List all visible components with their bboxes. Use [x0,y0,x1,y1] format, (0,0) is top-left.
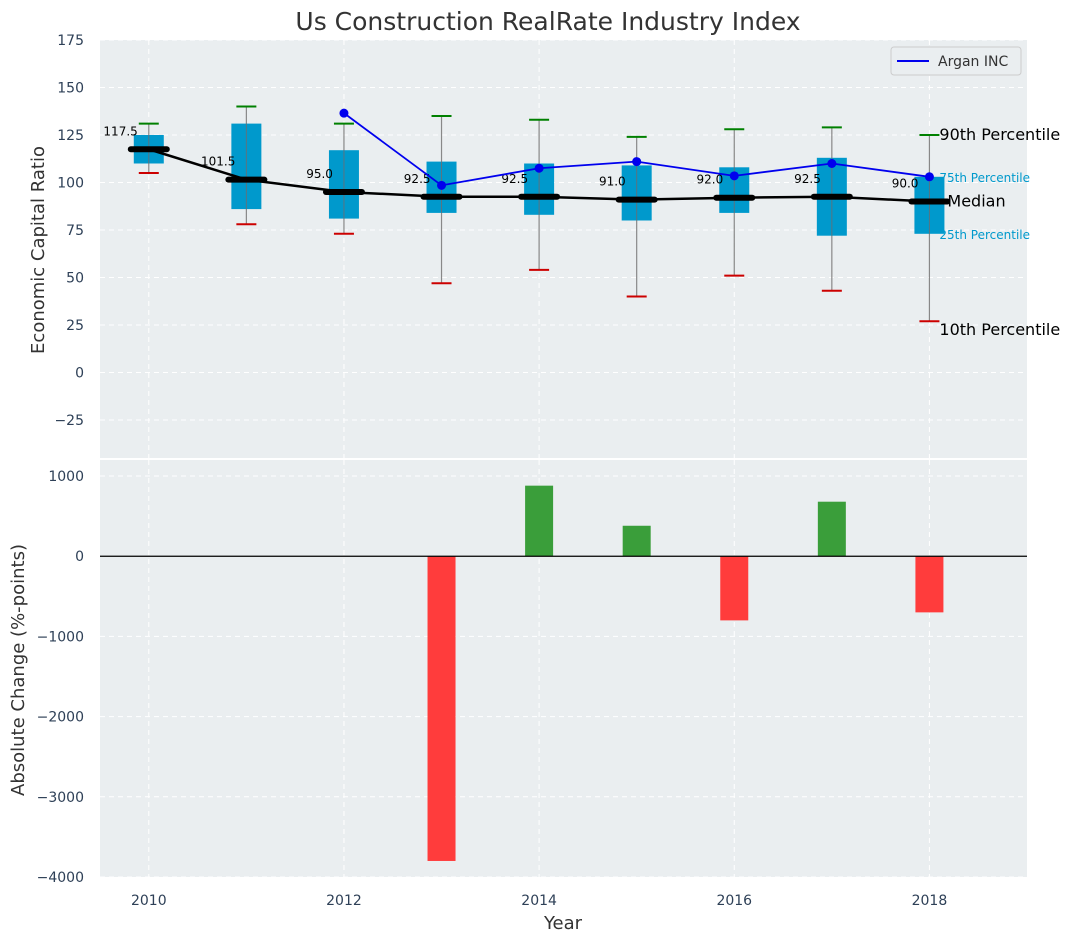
annotation-p25: 25th Percentile [939,228,1030,242]
top-plot-area [100,40,1027,458]
series-point-argan-inc [729,171,739,181]
bottom-y-tick-label: −3000 [37,790,84,806]
series-point-argan-inc [827,159,837,168]
median-value-label: 101.5 [201,155,235,169]
bottom-plot-area [100,460,1027,877]
top-y-axis-label: Economic Capital Ratio [28,146,49,354]
bottom-y-axis-label: Absolute Change (%-points) [8,544,29,796]
argan-series [339,108,934,190]
median-value-label: 95.0 [306,167,333,181]
bottom-y-tick-label: 0 [75,549,84,565]
median-line: 117.5 101.5 95.0 92.5 92.5 91.0 92.0 92.5 90.0 [103,124,951,205]
median-value-label: 92.5 [794,172,821,186]
x-ticks: 2010 2012 2014 2016 2018 [131,893,947,909]
percentile-annotations: 90th Percentile 75th Percentile Median 25th… [939,125,1060,339]
median-value-label: 92.5 [501,172,528,186]
annotation-p75: 75th Percentile [939,171,1030,185]
series-point-argan-inc [632,157,642,167]
series-point-argan-inc [534,163,544,173]
change-bar [915,556,944,613]
bottom-y-tick-label: −1000 [37,629,84,645]
x-axis-label: Year [543,913,583,934]
bottom-y-tick-label: −2000 [37,710,84,726]
series-point-argan-inc [339,108,349,118]
top-y-tick-label: −25 [54,413,84,429]
median-value-label: 117.5 [103,124,137,138]
bottom-plot-background [100,460,1027,877]
top-y-tick-label: 100 [57,176,84,192]
annotation-p90: 90th Percentile [939,125,1060,144]
x-tick-label: 2018 [912,893,948,909]
series-point-argan-inc [924,172,934,182]
median-value-label: 92.5 [404,172,431,186]
median-value-label: 92.0 [697,173,724,187]
bottom-y-tick-label: −4000 [37,870,84,886]
top-plot-background [100,40,1027,458]
top-y-tick-label: 25 [66,318,84,334]
boxplots [133,105,945,323]
x-tick-label: 2010 [131,893,167,909]
top-y-tick-label: 50 [66,271,84,287]
top-y-tick-label: 175 [57,33,84,49]
change-bar [720,556,749,621]
top-y-tick-label: 0 [75,366,84,382]
bottom-grid [100,460,1027,878]
series-point-argan-inc [437,180,447,190]
annotation-median: Median [947,192,1005,211]
change-bar [817,501,846,557]
legend[interactable]: Argan INC [890,46,1022,76]
legend-frame [890,46,1022,76]
median-value-label: 91.0 [599,175,626,189]
top-y-tick-label: 150 [57,81,84,97]
bottom-y-tick-label: 1000 [48,469,84,485]
annotation-p10: 10th Percentile [939,320,1060,339]
median-value-label: 90.0 [892,177,919,191]
x-tick-label: 2012 [326,893,362,909]
legend-label-argan-inc: Argan INC [938,54,1008,70]
x-tick-label: 2014 [521,893,557,909]
top-y-ticks: −25 0 25 50 75 100 125 150 175 [54,33,84,429]
chart-title: Us Construction RealRate Industry Index [295,7,800,36]
change-bar [525,485,554,557]
top-y-tick-label: 75 [66,223,84,239]
change-bars [100,485,1027,861]
top-y-tick-label: 125 [57,128,84,144]
change-bar [622,525,651,557]
bottom-y-ticks: −4000 −3000 −2000 −1000 0 1000 [37,469,84,886]
change-bar [427,556,456,861]
x-tick-label: 2016 [716,893,752,909]
